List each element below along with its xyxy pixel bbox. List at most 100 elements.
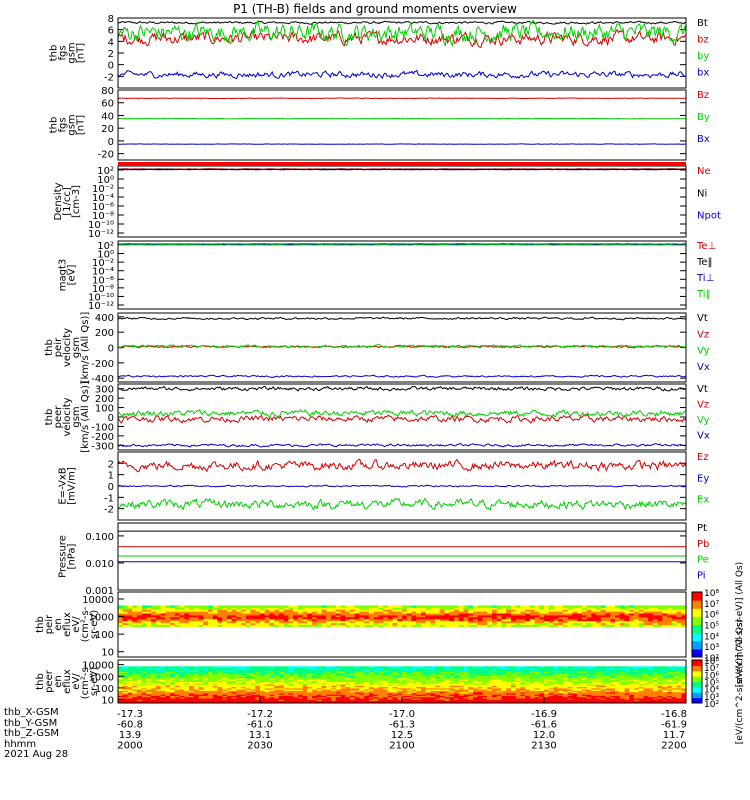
heatmap-cell	[217, 681, 223, 684]
heatmap-cell	[245, 680, 251, 682]
heatmap-cell	[226, 673, 233, 676]
heatmap-cell	[652, 618, 659, 622]
heatmap-cell	[539, 692, 545, 695]
heatmap-cell	[624, 624, 630, 627]
legend-entry: bx	[697, 68, 709, 79]
heatmap-cell	[179, 697, 185, 700]
heatmap-cell	[236, 690, 242, 693]
heatmap-cell	[473, 609, 479, 612]
heatmap-cell	[160, 673, 166, 676]
heatmap-cell	[217, 605, 223, 608]
heatmap-cell	[525, 670, 531, 672]
heatmap-cell	[562, 624, 569, 627]
heatmap-cell	[151, 675, 157, 677]
heatmap-cell	[648, 668, 654, 671]
heatmap-cell	[316, 695, 322, 698]
heatmap-cell	[581, 696, 588, 699]
panel-7-ylabel-line: E=-VxB	[58, 467, 69, 504]
heatmap-cell	[439, 668, 446, 671]
heatmap-cell	[184, 670, 190, 672]
heatmap-cell	[359, 675, 365, 677]
y-tick-label: 0	[108, 61, 114, 72]
heatmap-cell	[458, 673, 464, 676]
heatmap-cell	[241, 687, 247, 690]
heatmap-cell	[170, 605, 176, 608]
series-line-Vx	[117, 443, 687, 448]
heatmap-cell	[586, 672, 592, 675]
heatmap-cell	[274, 673, 280, 676]
heatmap-cell	[534, 618, 540, 622]
heatmap-cell	[283, 609, 289, 612]
heatmap-cell	[491, 685, 498, 688]
heatmap-cell	[529, 676, 535, 679]
heatmap-cell	[297, 677, 304, 680]
heatmap-cell	[335, 667, 341, 670]
heatmap-cell	[449, 616, 455, 620]
heatmap-cell	[525, 622, 531, 625]
heatmap-cell	[184, 680, 190, 682]
heatmap-cell	[354, 679, 360, 681]
heatmap-cell	[293, 676, 299, 679]
heatmap-cell	[174, 681, 180, 684]
heatmap-cell	[212, 670, 218, 672]
heatmap-cell	[605, 691, 611, 694]
heatmap-cell	[544, 676, 550, 679]
heatmap-cell	[278, 607, 285, 610]
heatmap-cell	[383, 692, 389, 695]
heatmap-cell	[586, 613, 592, 616]
heatmap-cell	[558, 679, 564, 681]
heatmap-cell	[179, 696, 185, 699]
heatmap-cell	[553, 616, 559, 620]
heatmap-cell	[402, 677, 408, 680]
heatmap-cell	[671, 624, 677, 627]
heatmap-cell	[454, 671, 460, 674]
legend-entry: Bz	[697, 90, 709, 101]
heatmap-cell	[260, 673, 266, 676]
heatmap-cell	[349, 675, 356, 677]
heatmap-cell	[255, 696, 261, 699]
heatmap-cell	[520, 680, 526, 682]
heatmap-cell	[562, 667, 569, 670]
heatmap-cell	[217, 611, 223, 614]
heatmap-cell	[184, 618, 190, 622]
heatmap-cell	[231, 687, 237, 690]
heatmap-cell	[416, 699, 422, 701]
heatmap-cell	[411, 618, 417, 622]
heatmap-cell	[170, 618, 176, 622]
heatmap-cell	[402, 695, 408, 698]
heatmap-cell	[349, 607, 356, 610]
heatmap-cell	[373, 620, 379, 624]
heatmap-cell	[170, 670, 176, 672]
heatmap-cell	[245, 686, 251, 689]
heatmap-cell	[477, 670, 483, 672]
heatmap-cell	[297, 679, 304, 681]
heatmap-cell	[250, 686, 256, 689]
heatmap-cell	[539, 700, 545, 703]
panel-4-ylabel-line: [eV]	[67, 265, 78, 286]
heatmap-cell	[136, 677, 143, 680]
heatmap-cell	[553, 694, 559, 696]
heatmap-cell	[151, 700, 157, 703]
heatmap-cell	[619, 624, 625, 627]
heatmap-cell	[151, 622, 157, 625]
heatmap-cell	[349, 694, 356, 696]
heatmap-cell	[662, 671, 668, 674]
heatmap-cell	[293, 685, 299, 688]
heatmap-cell	[155, 685, 162, 688]
heatmap-cell	[487, 672, 493, 675]
y-tick-label: 10⁻²	[92, 258, 114, 269]
heatmap-cell	[681, 691, 687, 694]
heatmap-cell	[151, 682, 157, 685]
heatmap-cell	[255, 666, 261, 669]
heatmap-cell	[463, 686, 469, 689]
heatmap-cell	[340, 700, 346, 703]
heatmap-cell	[491, 700, 498, 703]
heatmap-cell	[468, 605, 474, 608]
heatmap-cell	[264, 694, 270, 696]
heatmap-cell	[122, 670, 128, 672]
heatmap-cell	[198, 609, 204, 612]
heatmap-cell	[402, 690, 408, 693]
heatmap-cell	[165, 690, 171, 693]
heatmap-cell	[577, 690, 583, 693]
heatmap-cell	[345, 673, 351, 676]
